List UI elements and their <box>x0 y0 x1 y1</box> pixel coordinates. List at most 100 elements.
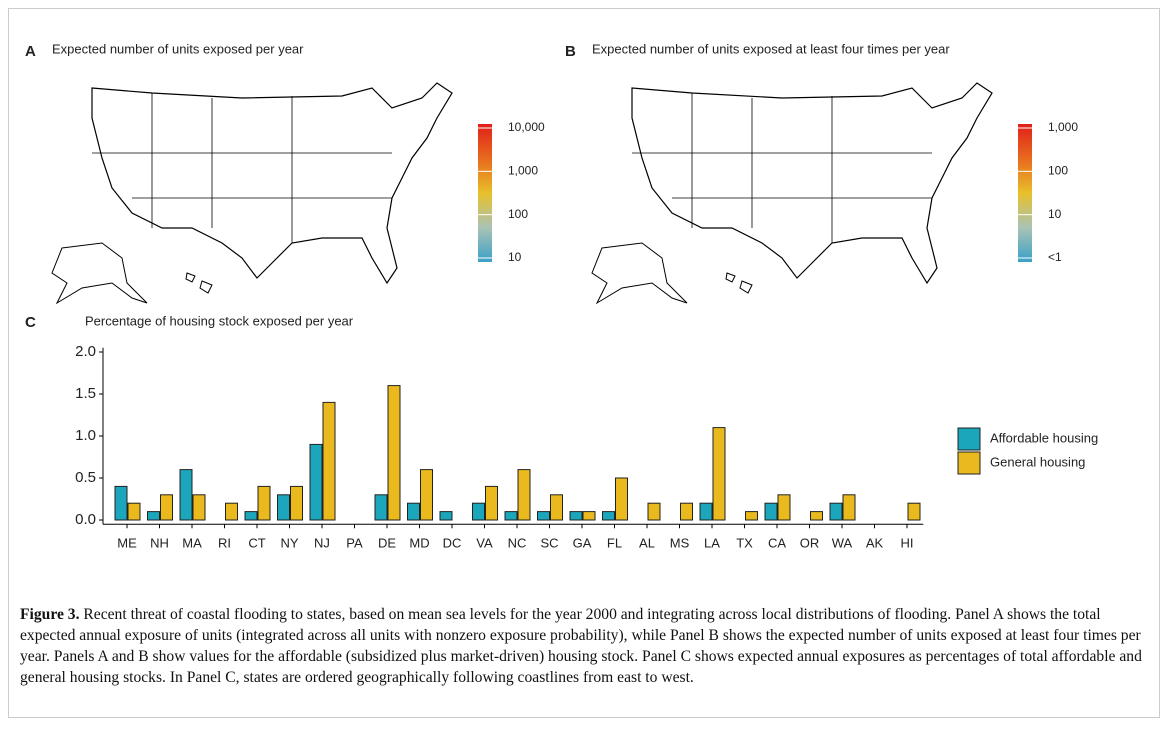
legend-swatch <box>957 427 981 451</box>
x-tick-label: LA <box>704 536 720 551</box>
bar <box>777 494 791 521</box>
bar <box>647 502 661 521</box>
x-tick-label: VA <box>476 536 493 551</box>
x-tick-label: NJ <box>314 536 330 551</box>
x-tick-label: NH <box>150 536 169 551</box>
figure-frame <box>8 8 1160 718</box>
bar <box>504 511 518 521</box>
hawaii <box>185 272 213 294</box>
colorbar-label: 10 <box>508 250 522 264</box>
legend-swatch <box>957 451 981 475</box>
bar <box>485 485 498 521</box>
bar <box>290 485 303 521</box>
colorbar-label: 10,000 <box>508 120 545 134</box>
x-tick-label: HI <box>901 536 914 551</box>
chart: A Expected number of units exposed per ye… <box>25 41 1098 551</box>
x-tick-label: DE <box>378 536 396 551</box>
alaska <box>51 242 148 305</box>
bar <box>615 477 628 521</box>
bar <box>244 511 258 521</box>
bar <box>582 511 596 521</box>
caption-label: Figure 3. <box>20 606 80 623</box>
bar <box>277 494 290 521</box>
colorbar <box>478 124 492 262</box>
bar <box>114 485 128 521</box>
x-tick-label: AL <box>639 536 655 551</box>
bar <box>179 469 193 521</box>
colorbar-label: 10 <box>1048 207 1062 221</box>
bar <box>192 494 206 521</box>
alaska <box>591 242 688 305</box>
bar <box>764 502 778 521</box>
x-tick-label: AK <box>866 536 884 551</box>
y-tick-label: 0.5 <box>75 469 96 486</box>
bar <box>127 502 141 521</box>
bar <box>309 443 323 521</box>
panel-title: Percentage of housing stock exposed per … <box>85 313 354 328</box>
bar <box>322 401 336 521</box>
bar <box>537 511 550 521</box>
bar <box>160 494 173 521</box>
bar <box>550 494 563 521</box>
x-tick-label: OR <box>800 536 820 551</box>
bar <box>439 511 453 521</box>
y-tick-label: 1.0 <box>75 427 96 444</box>
x-tick-label: ME <box>117 536 137 551</box>
colorbar-label: 100 <box>508 207 528 221</box>
x-tick-label: RI <box>218 536 231 551</box>
hawaii <box>725 272 753 294</box>
bar <box>517 469 531 521</box>
bar <box>147 511 160 521</box>
bar <box>420 469 433 521</box>
y-tick-label: 1.5 <box>75 385 96 402</box>
bar <box>569 511 583 521</box>
x-tick-label: FL <box>607 536 622 551</box>
colorbar-label: 1,000 <box>1048 120 1078 134</box>
panel-label: C <box>25 314 36 331</box>
x-tick-label: NY <box>280 536 298 551</box>
colorbar-label: 100 <box>1048 164 1068 178</box>
bar <box>387 385 401 521</box>
bar <box>810 511 823 521</box>
y-tick-label: 2.0 <box>75 343 96 360</box>
bar <box>257 485 271 521</box>
colorbar <box>1018 124 1032 262</box>
bar <box>842 494 856 521</box>
map-outline <box>631 82 993 285</box>
x-tick-label: WA <box>832 536 853 551</box>
x-tick-label: DC <box>443 536 462 551</box>
map-outline <box>91 82 453 285</box>
x-tick-label: GA <box>573 536 592 551</box>
colorbar-label: <1 <box>1048 250 1062 264</box>
legend-label: General housing <box>990 454 1085 469</box>
bar <box>829 502 843 521</box>
panel-label: A <box>25 43 36 60</box>
bar <box>225 502 238 521</box>
y-tick-label: 0.0 <box>75 511 96 528</box>
x-tick-label: TX <box>736 536 753 551</box>
caption: Figure 3. Recent threat of coastal flood… <box>20 604 1148 688</box>
bar <box>374 494 388 521</box>
bar <box>907 502 921 521</box>
caption-text: Recent threat of coastal flooding to sta… <box>20 606 1142 686</box>
bar <box>407 502 420 521</box>
x-tick-label: CA <box>768 536 786 551</box>
bar <box>472 502 485 521</box>
bar <box>680 502 693 521</box>
panel-label: B <box>565 43 576 60</box>
x-tick-label: NC <box>508 536 527 551</box>
x-tick-label: MD <box>409 536 429 551</box>
colorbar-label: 1,000 <box>508 164 538 178</box>
x-tick-label: CT <box>248 536 265 551</box>
bar <box>602 511 615 521</box>
x-tick-label: MA <box>182 536 202 551</box>
x-tick-label: MS <box>670 536 690 551</box>
bar <box>745 511 758 521</box>
panel-title: Expected number of units exposed per yea… <box>52 41 304 56</box>
legend-label: Affordable housing <box>990 430 1098 445</box>
panel-title: Expected number of units exposed at leas… <box>592 41 950 56</box>
bar <box>699 502 713 521</box>
x-tick-label: SC <box>540 536 558 551</box>
bar <box>712 427 726 521</box>
